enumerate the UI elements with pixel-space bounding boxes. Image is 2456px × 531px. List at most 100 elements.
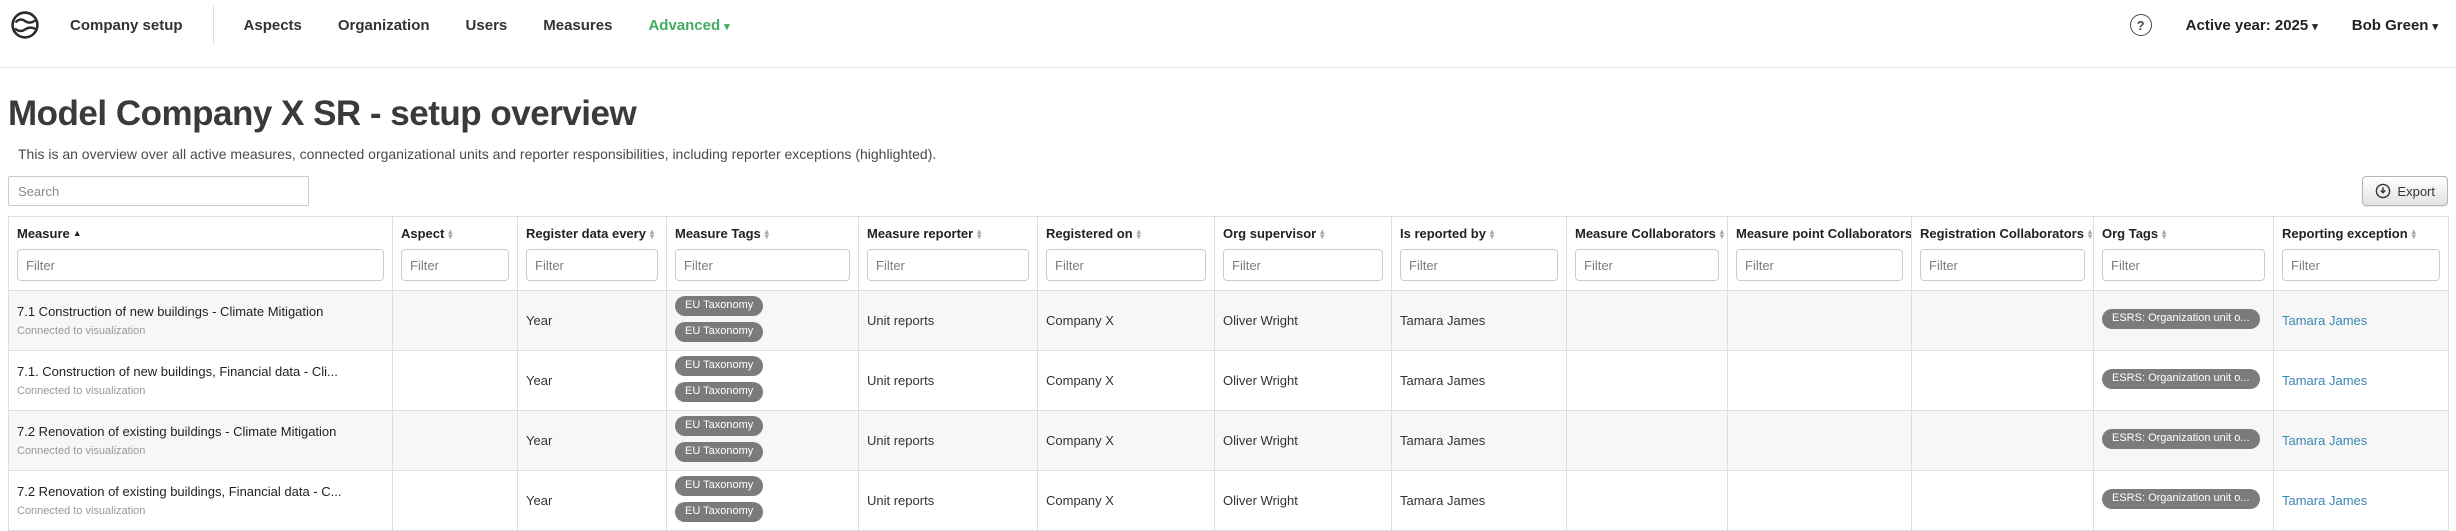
column-header-measure-point-collaborators[interactable]: Measure point Collaborators▴▾: [1727, 216, 1912, 241]
chevron-down-icon: ▾: [2312, 20, 2318, 33]
nav-item-users[interactable]: Users: [465, 16, 508, 34]
measure-tag-pill: EU Taxonomy: [675, 322, 764, 342]
measure-subtitle: Connected to visualization: [17, 325, 146, 337]
cell-is-reported-by: Tamara James: [1391, 290, 1567, 351]
column-label: Registered on: [1046, 225, 1133, 241]
column-header-org-tags[interactable]: Org Tags ▴ ▾: [2093, 216, 2274, 241]
user-name-label: Bob Green: [2351, 16, 2429, 34]
column-header-org-supervisor[interactable]: Org supervisor ▴ ▾: [1214, 216, 1392, 241]
cell-org-supervisor: Oliver Wright: [1214, 410, 1392, 471]
table-row: 7.1 Construction of new buildings - Clim…: [8, 290, 2449, 351]
filter-input-registered-on[interactable]: [1046, 249, 1206, 282]
export-button[interactable]: Export: [2362, 176, 2448, 206]
cell-org-supervisor: Oliver Wright: [1214, 470, 1392, 531]
column-header-reporting-exception[interactable]: Reporting exception ▴ ▾: [2273, 216, 2449, 241]
measure-tag-pill: EU Taxonomy: [675, 416, 764, 436]
cell-register-data-every: Year: [517, 470, 667, 531]
sort-icon: ▴ ▾: [2411, 227, 2416, 241]
filter-input-measure[interactable]: [17, 249, 384, 282]
column-header-registration-collaborators[interactable]: Registration Collaborators ▴ ▾: [1911, 216, 2094, 241]
cell-registered-on: Company X: [1037, 470, 1215, 531]
column-header-aspect[interactable]: Aspect ▴ ▾: [392, 216, 518, 241]
column-header-measure[interactable]: Measure ▲: [8, 216, 393, 241]
page-content: Model Company X SR - setup overview This…: [0, 68, 2456, 531]
reporting-exception-link[interactable]: Tamara James: [2282, 313, 2368, 328]
column-header-measure-reporter[interactable]: Measure reporter ▴ ▾: [858, 216, 1038, 241]
nav-item-advanced-label: Advanced: [648, 16, 721, 34]
nav-item-measures[interactable]: Measures: [543, 16, 613, 34]
help-icon[interactable]: ?: [2129, 14, 2152, 36]
filter-input-is-reported-by[interactable]: [1400, 249, 1558, 282]
sort-icon: ▴ ▾: [1136, 227, 1141, 241]
filter-input-measure-tags[interactable]: [675, 249, 850, 282]
table-header-row: Measure ▲ Aspect ▴ ▾ Register data every ▴ ▾ …: [8, 216, 2449, 241]
cell-measure-reporter: Unit reports: [858, 410, 1038, 471]
column-header-measure-collaborators[interactable]: Measure Collaborators ▴ ▾: [1566, 216, 1728, 241]
sort-icon: ▴ ▾: [1489, 227, 1494, 241]
cell-measure-tags: EU Taxonomy EU Taxonomy: [666, 290, 859, 351]
reporting-exception-link[interactable]: Tamara James: [2282, 373, 2368, 388]
cell-registration-collaborators: [1911, 410, 2094, 471]
filter-input-org-supervisor[interactable]: [1223, 249, 1383, 282]
cell-reporting-exception: Tamara James: [2273, 470, 2449, 531]
filter-input-measure-collaborators[interactable]: [1575, 249, 1719, 282]
filter-input-measure-point-collaborators[interactable]: [1736, 249, 1903, 282]
reporting-exception-link[interactable]: Tamara James: [2282, 493, 2368, 508]
nav-item-aspects[interactable]: Aspects: [243, 16, 302, 34]
nav-item-company-setup[interactable]: Company setup: [70, 16, 183, 34]
column-header-registered-on[interactable]: Registered on ▴ ▾: [1037, 216, 1215, 241]
user-menu-dropdown[interactable]: Bob Green ▾: [2352, 17, 2438, 34]
cell-measure-collaborators: [1566, 410, 1728, 471]
measure-subtitle: Connected to visualization: [17, 445, 146, 457]
filter-input-reporting-exception[interactable]: [2282, 249, 2440, 282]
column-header-is-reported-by[interactable]: Is reported by ▴ ▾: [1391, 216, 1567, 241]
cell-measure-tags: EU Taxonomy EU Taxonomy: [666, 470, 859, 531]
filter-input-org-tags[interactable]: [2102, 249, 2265, 282]
table-row: 7.2 Renovation of existing buildings - C…: [8, 410, 2449, 471]
column-label: Reporting exception: [2282, 225, 2408, 241]
search-input[interactable]: [8, 176, 309, 206]
filter-input-aspect[interactable]: [401, 249, 509, 282]
cell-registration-collaborators: [1911, 290, 2094, 351]
filter-input-registration-collaborators[interactable]: [1920, 249, 2085, 282]
active-year-dropdown[interactable]: Active year: 2025 ▾: [2186, 17, 2318, 34]
cell-org-tags: ESRS: Organization unit o...: [2093, 350, 2274, 411]
sort-icon: ▴ ▾: [1320, 227, 1325, 241]
measure-tag-pill: EU Taxonomy: [675, 356, 764, 376]
org-tag-pill: ESRS: Organization unit o...: [2102, 489, 2260, 509]
cell-register-data-every: Year: [517, 290, 667, 351]
chevron-down-icon: ▾: [2432, 20, 2438, 33]
nav-item-organization[interactable]: Organization: [337, 16, 430, 34]
brand-logo-icon[interactable]: [10, 10, 40, 40]
cell-measure-point-collaborators: [1727, 470, 1912, 531]
measure-tag-pill: EU Taxonomy: [675, 442, 764, 462]
column-label: Is reported by: [1400, 225, 1486, 241]
cell-reporting-exception: Tamara James: [2273, 350, 2449, 411]
column-label: Measure reporter: [867, 225, 974, 241]
page-subtitle: This is an overview over all active meas…: [18, 146, 937, 162]
column-label: Register data every: [526, 225, 646, 241]
column-label: Aspect: [401, 225, 445, 241]
filter-input-register-data-every[interactable]: [526, 249, 658, 282]
nav-divider: [212, 6, 214, 44]
column-header-register-data-every[interactable]: Register data every ▴ ▾: [517, 216, 667, 241]
cell-registered-on: Company X: [1037, 290, 1215, 351]
column-header-measure-tags[interactable]: Measure Tags ▴ ▾: [666, 216, 859, 241]
measure-title: 7.2 Renovation of existing buildings - C…: [17, 424, 337, 439]
filter-input-measure-reporter[interactable]: [867, 249, 1029, 282]
cell-measure-tags: EU Taxonomy EU Taxonomy: [666, 350, 859, 411]
measure-tag-pill: EU Taxonomy: [675, 296, 764, 316]
top-navbar: Company setup Aspects Organization Users…: [0, 0, 2456, 68]
nav-item-advanced[interactable]: Advanced ▾: [630, 17, 747, 34]
active-year-label: Active year: 2025: [2185, 16, 2309, 34]
org-tag-pill: ESRS: Organization unit o...: [2102, 369, 2260, 389]
org-tag-pill: ESRS: Organization unit o...: [2102, 309, 2260, 329]
cell-registered-on: Company X: [1037, 350, 1215, 411]
reporting-exception-link[interactable]: Tamara James: [2282, 433, 2368, 448]
sort-icon: ▴ ▾: [649, 227, 654, 241]
column-label: Measure: [17, 225, 70, 241]
measure-title: 7.2 Renovation of existing buildings, Fi…: [17, 484, 342, 499]
cell-registered-on: Company X: [1037, 410, 1215, 471]
measure-subtitle: Connected to visualization: [17, 385, 146, 397]
sort-ascending-icon: ▲: [72, 227, 82, 238]
